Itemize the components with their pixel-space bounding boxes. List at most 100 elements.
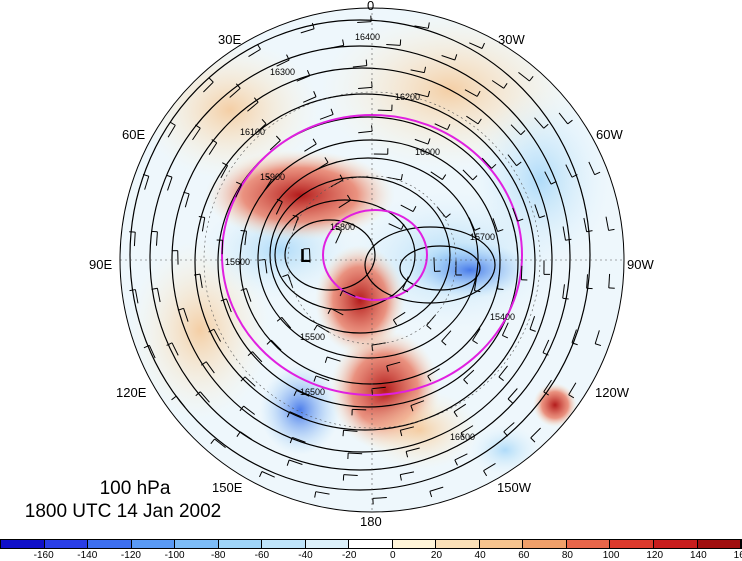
- wind-barb: [454, 453, 468, 461]
- wind-barb-flag: [266, 339, 272, 345]
- wind-barb: [393, 311, 406, 321]
- wind-barb: [247, 101, 259, 112]
- wind-barb-flag: [520, 130, 526, 136]
- wind-barb: [473, 276, 478, 291]
- wind-barb: [414, 92, 429, 98]
- wind-barb-flag: [410, 405, 414, 412]
- wind-barb-flag: [330, 108, 334, 115]
- wind-barb-flag: [211, 139, 218, 144]
- wind-barb: [472, 328, 481, 341]
- wind-barb: [338, 199, 351, 209]
- wind-barb-flag: [314, 491, 317, 498]
- wind-barb-flag: [282, 274, 289, 278]
- wind-barb-flag: [429, 491, 433, 498]
- wind-barb-flag: [586, 230, 593, 233]
- wind-barb: [261, 471, 275, 478]
- wind-barb: [429, 486, 444, 492]
- contour-label: 15900: [260, 172, 285, 182]
- wind-barb: [441, 330, 452, 342]
- graticule: [120, 8, 624, 512]
- colorbar-segment: [1, 540, 45, 548]
- wind-barb: [270, 339, 282, 351]
- wind-barb-flag: [240, 288, 247, 291]
- wind-barb-flag: [427, 375, 432, 382]
- wind-barb: [300, 28, 315, 34]
- wind-barb: [155, 231, 158, 246]
- wind-barb-flag: [550, 180, 557, 185]
- wind-barb: [469, 42, 483, 49]
- wind-barb: [243, 405, 256, 415]
- wind-barb-flag: [529, 328, 536, 332]
- contour-label: 15700: [470, 232, 495, 242]
- wind-barb: [605, 216, 610, 231]
- wind-barb-flag: [247, 351, 253, 357]
- wind-barb-flag: [342, 430, 345, 437]
- meridian-label-120w: 120W: [595, 385, 629, 400]
- wind-barb-flag: [594, 171, 601, 176]
- wind-barb-flag: [222, 162, 228, 166]
- contour-label: 15600: [225, 257, 250, 267]
- wind-barb-flag: [474, 227, 481, 231]
- meridian-label-150e: 150E: [212, 480, 243, 495]
- colorbar-tick-label: 140: [690, 550, 707, 561]
- wind-barb-flag: [208, 328, 215, 333]
- wind-barb-flag: [386, 365, 389, 372]
- wind-barb: [562, 226, 566, 241]
- wind-barb: [342, 290, 356, 297]
- wind-barb: [296, 75, 310, 82]
- wind-barb: [255, 123, 267, 134]
- wind-barb: [319, 113, 334, 120]
- wind-barb: [330, 308, 344, 316]
- wind-barb-flag: [427, 22, 430, 29]
- wind-barb: [221, 240, 224, 255]
- wind-barb-flag: [313, 375, 317, 382]
- wind-barb-flag: [446, 123, 451, 130]
- wind-barb-flag: [324, 157, 329, 163]
- wind-barb: [400, 204, 414, 212]
- wind-barb-flag: [143, 344, 150, 349]
- wind-barb-flag: [171, 395, 177, 401]
- wind-barb-flag: [194, 273, 201, 276]
- wind-barb: [148, 345, 156, 359]
- wind-barb: [507, 154, 517, 166]
- wind-barb-flag: [166, 342, 173, 346]
- colorbar-tick-label: -60: [254, 550, 270, 561]
- contour-label: 16300: [270, 67, 295, 77]
- wind-barb: [239, 431, 253, 440]
- wind-barb-flag: [543, 123, 549, 129]
- wind-barb: [208, 142, 218, 155]
- wind-barb: [386, 43, 401, 46]
- wind-barb-flag: [311, 22, 315, 29]
- caption-level: 100 hPa: [99, 478, 171, 499]
- colorbar-segment: [479, 540, 524, 548]
- wind-barb-flag: [608, 228, 615, 231]
- wind-barb: [542, 339, 550, 353]
- colorbar-segment: [175, 540, 219, 548]
- wind-barb-flag: [463, 379, 469, 385]
- wind-barb-flag: [289, 437, 293, 444]
- wind-barb: [304, 143, 317, 152]
- wind-barb-flag: [324, 356, 328, 363]
- wind-barb-flag: [169, 121, 176, 126]
- wind-barb: [171, 342, 179, 356]
- wind-barb: [441, 55, 456, 61]
- wind-barb-flag: [481, 42, 485, 49]
- wind-barb-flag: [412, 206, 417, 212]
- wind-barb: [144, 176, 150, 190]
- wind-barb: [512, 207, 519, 222]
- wind-barb: [133, 232, 136, 247]
- colorbar-segment: [436, 540, 480, 548]
- wind-barb: [520, 265, 523, 280]
- wind-barb-flag: [286, 411, 291, 418]
- colorbar-tick-label: -120: [120, 550, 141, 561]
- meridian-label-60w: 60W: [596, 127, 623, 142]
- wind-barb: [276, 59, 290, 67]
- wind-barb-flag: [441, 340, 447, 346]
- wind-barb: [371, 386, 386, 390]
- wind-barb: [594, 330, 600, 344]
- colorbar-segment: [131, 540, 176, 548]
- colorbar-tick-label: 80: [561, 550, 573, 561]
- colorbar-tick-label: -160: [33, 550, 54, 561]
- wind-barb-flag: [183, 191, 190, 195]
- colorbar-segment: [305, 540, 350, 548]
